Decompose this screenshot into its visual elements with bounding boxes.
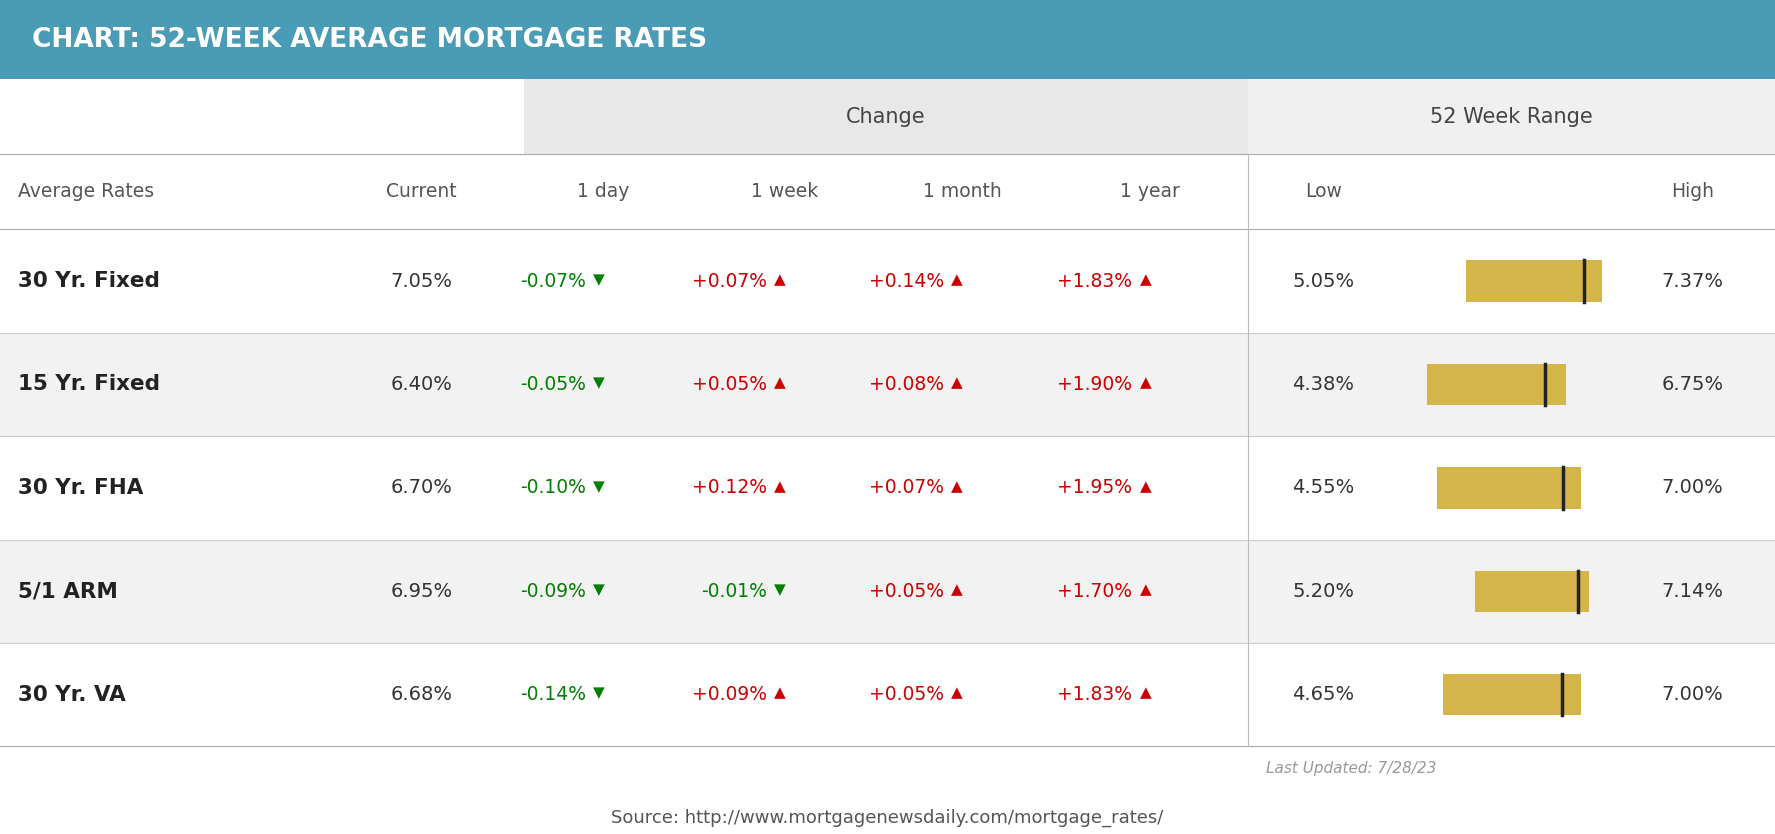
Text: -0.14%: -0.14% [520,686,586,704]
Text: 30 Yr. VA: 30 Yr. VA [18,685,126,705]
Text: +0.07%: +0.07% [870,479,944,497]
Text: 7.00%: 7.00% [1661,686,1724,704]
FancyBboxPatch shape [524,79,1248,154]
Text: High: High [1670,183,1715,201]
FancyBboxPatch shape [0,333,1775,436]
Text: ▼: ▼ [774,582,786,597]
Text: 4.38%: 4.38% [1292,375,1354,394]
Text: CHART: 52-WEEK AVERAGE MORTGAGE RATES: CHART: 52-WEEK AVERAGE MORTGAGE RATES [32,27,706,53]
Text: +1.83%: +1.83% [1058,272,1132,290]
Text: 30 Yr. Fixed: 30 Yr. Fixed [18,271,160,291]
Text: ▲: ▲ [774,686,786,701]
FancyBboxPatch shape [1248,79,1775,154]
Text: 1 month: 1 month [923,183,1001,201]
Text: +1.70%: +1.70% [1058,582,1132,600]
Text: ▲: ▲ [774,375,786,390]
Text: +0.05%: +0.05% [870,582,944,600]
Text: +0.05%: +0.05% [870,686,944,704]
Text: ▲: ▲ [951,272,964,287]
Text: 52 Week Range: 52 Week Range [1431,107,1592,127]
FancyBboxPatch shape [0,540,1775,643]
Text: +0.05%: +0.05% [692,375,767,394]
Text: +1.83%: +1.83% [1058,686,1132,704]
Text: ▲: ▲ [774,272,786,287]
Text: -0.05%: -0.05% [520,375,586,394]
Text: +1.90%: +1.90% [1058,375,1132,394]
Text: ▲: ▲ [774,479,786,494]
Text: 5.05%: 5.05% [1292,272,1354,290]
Text: ▼: ▼ [593,479,605,494]
Text: 7.05%: 7.05% [390,272,453,290]
Text: ▲: ▲ [951,582,964,597]
Text: ▲: ▲ [1140,582,1152,597]
FancyBboxPatch shape [0,643,1775,746]
Text: +0.08%: +0.08% [870,375,944,394]
Text: -0.09%: -0.09% [520,582,586,600]
Text: 6.95%: 6.95% [390,582,453,600]
FancyBboxPatch shape [1427,364,1566,405]
Text: -0.07%: -0.07% [520,272,586,290]
Text: Average Rates: Average Rates [18,183,154,201]
FancyBboxPatch shape [0,229,1775,333]
Text: 6.75%: 6.75% [1661,375,1724,394]
Text: +0.12%: +0.12% [692,479,767,497]
Text: 6.40%: 6.40% [390,375,453,394]
Text: ▲: ▲ [1140,375,1152,390]
Text: +0.09%: +0.09% [692,686,767,704]
Text: ▲: ▲ [951,686,964,701]
Text: 6.70%: 6.70% [390,479,453,497]
FancyBboxPatch shape [1466,260,1603,302]
Text: Change: Change [847,107,925,127]
Text: Current: Current [387,183,456,201]
FancyBboxPatch shape [0,436,1775,540]
Text: 5.20%: 5.20% [1292,582,1354,600]
Text: 4.65%: 4.65% [1292,686,1354,704]
Text: Source: http://www.mortgagenewsdaily.com/mortgage_rates/: Source: http://www.mortgagenewsdaily.com… [611,809,1164,827]
Text: ▲: ▲ [1140,272,1152,287]
Text: 1 day: 1 day [577,183,630,201]
Text: -0.10%: -0.10% [520,479,586,497]
Text: 4.55%: 4.55% [1292,479,1354,497]
Text: +0.14%: +0.14% [870,272,944,290]
Text: ▼: ▼ [593,272,605,287]
Text: ▲: ▲ [951,479,964,494]
Text: ▲: ▲ [1140,686,1152,701]
Text: 7.00%: 7.00% [1661,479,1724,497]
Text: 15 Yr. Fixed: 15 Yr. Fixed [18,374,160,394]
Text: 6.68%: 6.68% [390,686,453,704]
Text: +0.07%: +0.07% [692,272,767,290]
FancyBboxPatch shape [0,0,1775,79]
Text: Last Updated: 7/28/23: Last Updated: 7/28/23 [1266,761,1436,776]
FancyBboxPatch shape [1443,674,1580,716]
Text: ▼: ▼ [593,686,605,701]
Text: 30 Yr. FHA: 30 Yr. FHA [18,478,144,498]
Text: ▲: ▲ [951,375,964,390]
FancyBboxPatch shape [1475,570,1589,612]
Text: ▲: ▲ [1140,479,1152,494]
Text: ▼: ▼ [593,375,605,390]
Text: Low: Low [1305,183,1342,201]
Text: +1.95%: +1.95% [1058,479,1132,497]
Text: 7.14%: 7.14% [1661,582,1724,600]
Text: 1 week: 1 week [751,183,818,201]
Text: ▼: ▼ [593,582,605,597]
Text: 1 year: 1 year [1120,183,1180,201]
Text: 7.37%: 7.37% [1661,272,1724,290]
Text: -0.01%: -0.01% [701,582,767,600]
FancyBboxPatch shape [1438,467,1580,509]
Text: 5/1 ARM: 5/1 ARM [18,581,117,601]
